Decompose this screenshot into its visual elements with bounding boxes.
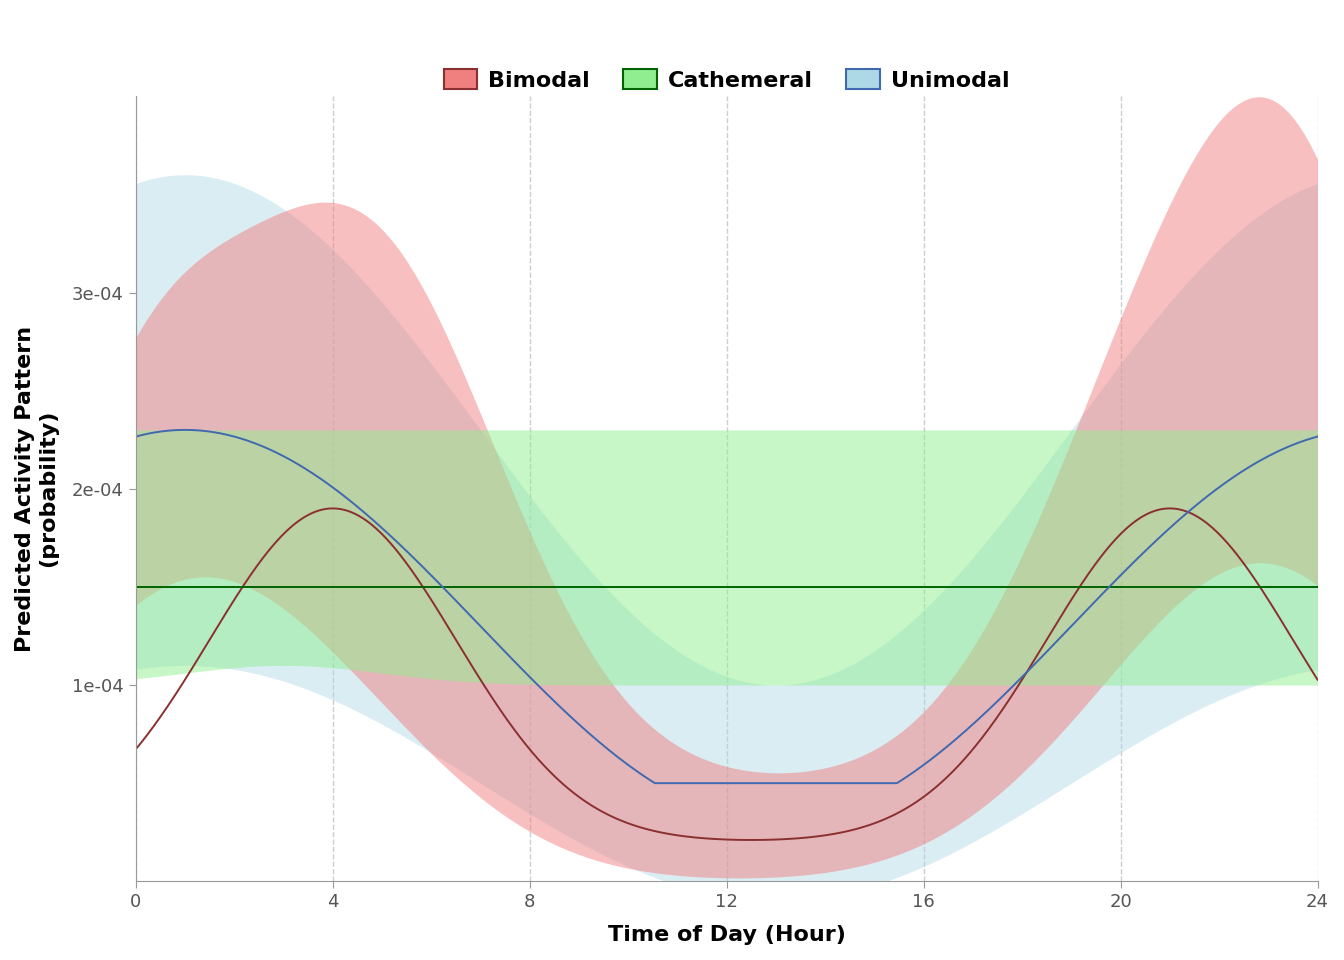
X-axis label: Time of Day (Hour): Time of Day (Hour) bbox=[607, 925, 845, 945]
Legend: Bimodal, Cathemeral, Unimodal: Bimodal, Cathemeral, Unimodal bbox=[435, 60, 1019, 100]
Y-axis label: Predicted Activity Pattern
(probability): Predicted Activity Pattern (probability) bbox=[15, 325, 58, 652]
